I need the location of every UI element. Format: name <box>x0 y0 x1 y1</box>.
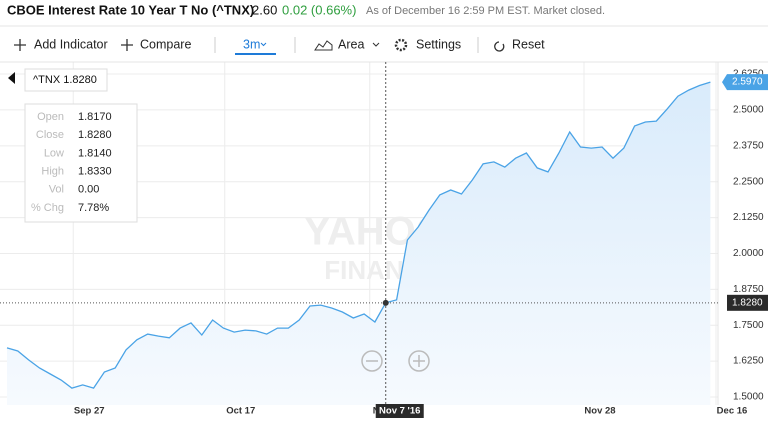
reset-button[interactable]: Reset <box>494 37 545 52</box>
tooltip-row-label: Vol <box>49 184 64 196</box>
tooltip: ^TNX 1.8280 Open 1.8170 Close 1.8280 Low 1.81… <box>8 68 138 223</box>
crosshair-point <box>382 299 389 306</box>
x-tick-label: Dec 16 <box>717 406 748 417</box>
last-price-tag <box>722 74 768 91</box>
tooltip-header-box <box>24 68 108 92</box>
tooltip-pointer <box>8 72 15 84</box>
chart-type-label: Area <box>338 37 364 51</box>
y-tick-label: 1.5000 <box>733 392 764 403</box>
add-indicator-label: Add Indicator <box>34 37 108 51</box>
crosshair-x-tag <box>375 404 424 418</box>
crosshair-x-label: Nov 7 '16 <box>379 406 420 417</box>
zoom-out-icon <box>361 350 383 372</box>
tooltip-row-label: Open <box>37 111 64 123</box>
tooltip-row-value: 1.8140 <box>78 147 112 159</box>
tooltip-title: ^TNX 1.8280 <box>33 74 97 86</box>
tooltip-row-value: 1.8330 <box>78 166 112 178</box>
reset-icon <box>494 41 505 52</box>
area-fill <box>7 82 711 405</box>
tooltip-row-label: High <box>41 166 64 178</box>
tooltip-row-label: Close <box>36 129 64 141</box>
status: As of December 16 2:59 PM EST. Market cl… <box>366 5 605 17</box>
zoom-in-icon <box>408 350 430 372</box>
reset-label: Reset <box>512 37 545 51</box>
plot: 1.5000 1.6250 1.7500 1.8750 2.0000 2.1250 2.25… <box>0 62 768 418</box>
zoom-in-button[interactable] <box>408 350 430 372</box>
compare-button[interactable]: Compare <box>121 37 191 51</box>
x-tick-label: Sep 27 <box>74 406 105 417</box>
tooltip-row-value: 1.8280 <box>78 129 112 141</box>
crosshair-value-tag <box>727 294 768 311</box>
zoom-out-button[interactable] <box>361 350 383 372</box>
y-tick-label: 2.5000 <box>733 105 764 116</box>
y-tick-label: 2.0000 <box>733 248 764 259</box>
crosshair-value-label: 1.8280 <box>732 297 763 308</box>
price: 2.60 <box>252 2 277 17</box>
tooltip-row-value: 7.78% <box>78 202 109 214</box>
tooltip-row-label: Low <box>44 147 64 159</box>
y-tick-label: 1.7500 <box>733 320 764 331</box>
price-line <box>6 81 711 389</box>
y-tick-label: 2.1250 <box>733 212 764 223</box>
y-tick-label: 1.8750 <box>733 284 764 295</box>
tooltip-box <box>24 103 138 223</box>
settings-label: Settings <box>416 37 461 51</box>
plus-icon <box>14 39 26 51</box>
y-tick-label: 2.2500 <box>733 176 764 187</box>
y-tick-label: 1.6250 <box>733 356 764 367</box>
range-button[interactable]: 3m <box>235 37 276 55</box>
area-icon <box>314 40 333 51</box>
compare-label: Compare <box>140 37 191 51</box>
caret <box>372 42 380 47</box>
plus-icon <box>121 39 133 51</box>
plus <box>413 355 425 367</box>
chart-type-button[interactable]: Area <box>314 37 380 51</box>
add-indicator-button[interactable]: Add Indicator <box>14 37 108 51</box>
tooltip-row-label: % Chg <box>31 202 64 214</box>
x-tick-label: Nov 28 <box>584 406 615 417</box>
change: 0.02 (0.66%) <box>282 2 356 17</box>
caret <box>260 42 267 47</box>
settings-button[interactable]: Settings <box>394 37 461 52</box>
tooltip-row-value: 1.8170 <box>78 111 112 123</box>
tooltip-row-value: 0.00 <box>78 184 99 196</box>
last-price-label: 2.5970 <box>732 77 763 88</box>
range-label: 3m <box>243 37 260 51</box>
title: CBOE Interest Rate 10 Year T No (^TNX) <box>7 2 254 17</box>
x-tick-label: Oct 17 <box>226 406 255 417</box>
gear-icon <box>394 38 408 52</box>
y-tick-label: 2.3750 <box>733 140 764 151</box>
tooltip-rows: Open 1.8170 Close 1.8280 Low 1.8140 High 1.8330… <box>31 111 112 214</box>
